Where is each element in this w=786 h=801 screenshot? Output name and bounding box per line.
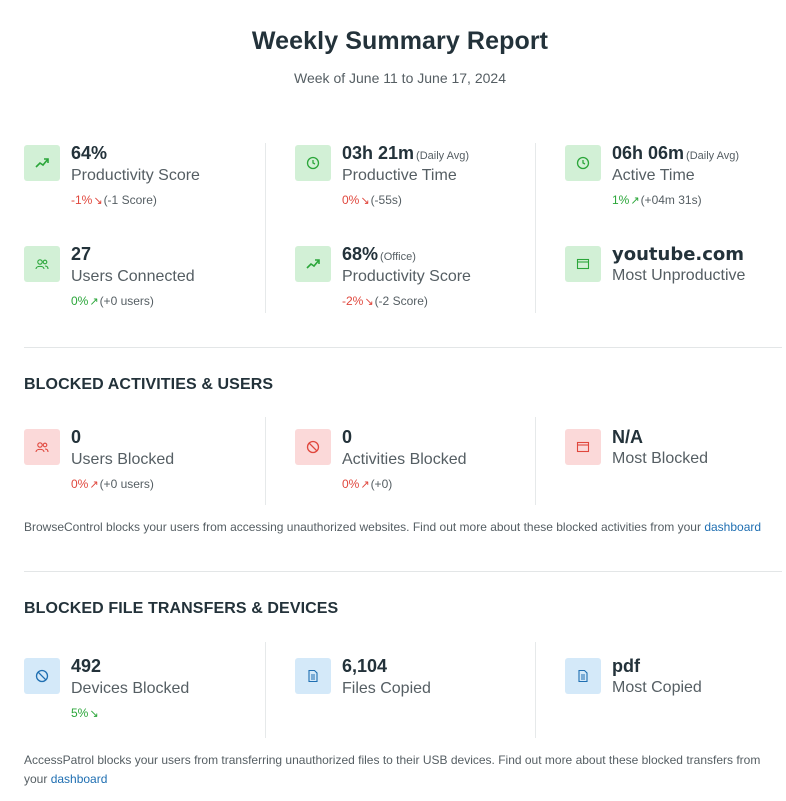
stat-label: Devices Blocked (71, 680, 190, 697)
trending-up-icon (24, 145, 60, 181)
stat-change: -2%↘(-2 Score) (342, 294, 428, 308)
stat-label: Most Blocked (612, 450, 709, 467)
section-divider (24, 347, 782, 348)
stat-label: Users Connected (71, 268, 195, 285)
stat-value: 68% (Office) (342, 244, 416, 264)
stat-change: 0%↘(-55s) (342, 193, 402, 207)
column-divider (535, 143, 536, 313)
stat-activities-blocked: 0 Activities Blocked 0%↗(+0) (295, 427, 525, 509)
stat-most-unproductive: youtube.com Most Unproductive (565, 244, 786, 326)
stat-change: -1%↘(-1 Score) (71, 193, 157, 207)
column-divider (535, 417, 536, 505)
stat-label: Most Copied (612, 679, 702, 696)
stat-change: 0%↗(+0 users) (71, 477, 154, 491)
stat-active-time: 06h 06m (Daily Avg) Active Time 1%↗(+04m … (565, 143, 786, 225)
stat-value: 0 (71, 427, 82, 447)
stat-change: 1%↗(+04m 31s) (612, 193, 702, 207)
block-icon (24, 658, 60, 694)
stat-value: 6,104 (342, 656, 388, 676)
section-title-blocked-transfers: BLOCKED FILE TRANSFERS & DEVICES (24, 600, 339, 617)
stat-label: Files Copied (342, 680, 431, 697)
file-icon (295, 658, 331, 694)
stat-users-connected: 27 Users Connected 0%↗(+0 users) (24, 244, 254, 326)
column-divider (265, 417, 266, 505)
page-title: Weekly Summary Report (251, 27, 549, 55)
stat-label: Activities Blocked (342, 451, 467, 468)
stat-value: 03h 21m (Daily Avg) (342, 143, 470, 163)
users-icon (24, 429, 60, 465)
stat-value: youtube.com (612, 244, 745, 265)
stat-label: Productive Time (342, 167, 457, 184)
column-divider (265, 642, 266, 738)
stat-change: 5%↘ (71, 706, 99, 720)
file-icon (565, 658, 601, 694)
browser-window-icon (565, 429, 601, 465)
stat-value: 27 (71, 244, 92, 264)
dashboard-link[interactable]: dashboard (704, 520, 762, 534)
stat-label: Productivity Score (71, 167, 200, 184)
clock-icon (565, 145, 601, 181)
stat-office-productivity: 68% (Office) Productivity Score -2%↘(-2 S… (295, 244, 525, 326)
stat-files-copied: 6,104 Files Copied (295, 656, 525, 738)
stat-change: 0%↗(+0 users) (71, 294, 154, 308)
stat-value: 492 (71, 656, 102, 676)
dashboard-link[interactable]: dashboard (50, 772, 108, 786)
stat-label: Most Unproductive (612, 267, 746, 284)
stat-value: 0 (342, 427, 353, 447)
block-icon (295, 429, 331, 465)
stat-productive-time: 03h 21m (Daily Avg) Productive Time 0%↘(-… (295, 143, 525, 225)
stat-most-copied: pdf Most Copied (565, 656, 786, 738)
stat-value: pdf (612, 656, 640, 676)
column-divider (535, 642, 536, 738)
trending-up-icon (295, 246, 331, 282)
stat-productivity-score: 64% Productivity Score -1%↘(-1 Score) (24, 143, 254, 225)
column-divider (265, 143, 266, 313)
stat-label: Active Time (612, 167, 695, 184)
stat-change: 0%↗(+0) (342, 477, 393, 491)
browser-window-icon (565, 246, 601, 282)
section-title-blocked-activities: BLOCKED ACTIVITIES & USERS (24, 376, 274, 393)
clock-icon (295, 145, 331, 181)
browsecontrol-note: BrowseControl blocks your users from acc… (24, 520, 762, 534)
stat-label: Users Blocked (71, 451, 175, 468)
stat-most-blocked: N/A Most Blocked (565, 427, 786, 509)
stat-devices-blocked: 492 Devices Blocked 5%↘ (24, 656, 254, 738)
accesspatrol-note: AccessPatrol blocks your users from tran… (24, 753, 761, 786)
stat-label: Productivity Score (342, 268, 471, 285)
section-divider (24, 571, 782, 572)
stat-users-blocked: 0 Users Blocked 0%↗(+0 users) (24, 427, 254, 509)
users-icon (24, 246, 60, 282)
stat-value: 64% (71, 143, 108, 163)
page-subtitle: Week of June 11 to June 17, 2024 (294, 70, 506, 86)
stat-value: 06h 06m (Daily Avg) (612, 143, 740, 163)
stat-value: N/A (612, 427, 643, 447)
